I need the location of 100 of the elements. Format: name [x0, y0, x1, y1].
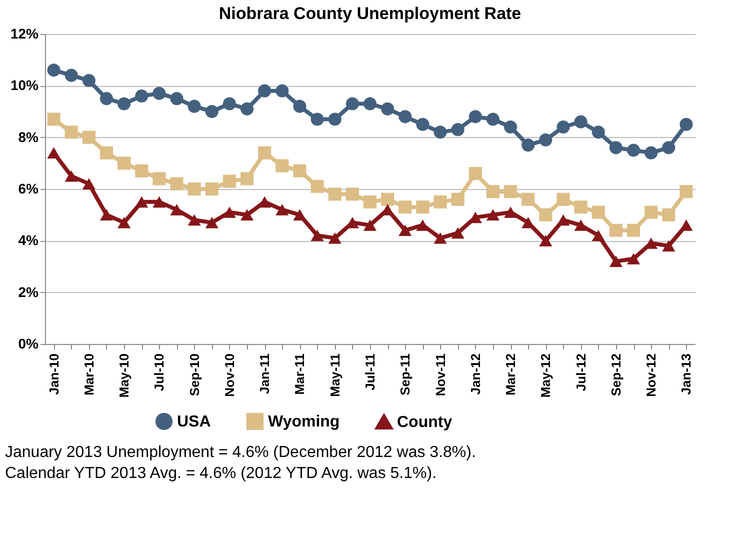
- point: [240, 172, 254, 186]
- point: [170, 204, 184, 216]
- point: [609, 256, 622, 267]
- chart-title: Niobrara County Unemployment Rate: [218, 4, 522, 23]
- point: [240, 209, 254, 220]
- point: [363, 195, 377, 208]
- point: [644, 206, 658, 219]
- point: [258, 146, 272, 160]
- x-tick-label: May-10: [116, 354, 132, 398]
- point: [152, 172, 166, 186]
- point: [205, 216, 218, 228]
- point: [100, 209, 114, 220]
- point: [592, 126, 605, 139]
- point: [310, 112, 324, 126]
- point: [188, 100, 201, 113]
- y-tick-label: 2%: [18, 284, 40, 300]
- x-tick-label: Mar-11: [292, 354, 308, 395]
- y-tick-label: 8%: [18, 128, 40, 145]
- point: [416, 200, 430, 214]
- point: [468, 166, 482, 180]
- point: [276, 204, 289, 216]
- point: [152, 196, 166, 208]
- point: [188, 182, 201, 196]
- x-tick-label: Nov-12: [644, 354, 659, 397]
- point: [609, 141, 622, 154]
- text: January 2013 Unemployment = 4.6% (December 2012 was 3.8%).: [5, 444, 476, 461]
- text: Calendar YTD 2013 Avg. = 4.6% (2012 YTD Avg. was 5.1%).: [5, 465, 437, 482]
- point: [100, 92, 114, 106]
- point: [574, 115, 588, 128]
- x-tick-label: Jan-11: [257, 354, 272, 394]
- x-tick-label: May-12: [538, 354, 554, 398]
- y-tick-label: 12%: [10, 26, 40, 42]
- point: [416, 118, 430, 131]
- point: [118, 97, 131, 110]
- point: [680, 185, 693, 198]
- point: [293, 164, 306, 178]
- y-tick-label: 0%: [18, 336, 40, 352]
- point: [468, 110, 482, 124]
- point: [504, 185, 518, 198]
- x-tick-label: Sep-11: [398, 354, 413, 396]
- point: [539, 235, 552, 246]
- y-tick-label: 4%: [18, 232, 40, 248]
- point: [328, 188, 342, 201]
- point: [556, 192, 570, 206]
- point: [64, 126, 78, 139]
- x-tick-label: Mar-10: [81, 354, 96, 396]
- point: [152, 86, 166, 100]
- point: [504, 120, 518, 134]
- point: [381, 102, 394, 116]
- point: [363, 97, 377, 110]
- point: [522, 138, 535, 152]
- point: [522, 192, 535, 206]
- point: [64, 68, 78, 82]
- point: [486, 209, 500, 220]
- x-tick-label: Jan-12: [468, 354, 483, 395]
- x-tick-label: Mar-12: [503, 354, 518, 396]
- point: [328, 112, 342, 126]
- point: [222, 206, 236, 218]
- point: [451, 227, 464, 239]
- point: [398, 200, 412, 214]
- point: [574, 200, 588, 214]
- point: [258, 196, 272, 208]
- point: [205, 182, 218, 196]
- point: [680, 118, 693, 131]
- point: [170, 92, 184, 106]
- x-tick-label: Jan-10: [46, 354, 62, 395]
- point: [626, 253, 640, 264]
- point: [504, 206, 518, 218]
- point: [609, 224, 622, 237]
- point: [539, 208, 552, 222]
- point: [222, 97, 236, 110]
- x-tick-label: Jul-10: [152, 354, 167, 392]
- point: [556, 214, 570, 226]
- point: [188, 214, 201, 226]
- point: [416, 220, 430, 231]
- point: [170, 177, 184, 190]
- point: [486, 112, 500, 126]
- point: [205, 104, 218, 118]
- point: [328, 232, 342, 244]
- x-tick-label: Nov-11: [432, 354, 448, 396]
- point: [451, 192, 464, 206]
- point: [82, 130, 96, 144]
- point: [47, 64, 60, 77]
- x-tick-label: Jul-12: [573, 354, 588, 392]
- point: [434, 126, 447, 139]
- point: [434, 195, 447, 208]
- point: [381, 192, 394, 206]
- point: [398, 110, 412, 124]
- point: [118, 156, 131, 170]
- point: [100, 146, 114, 160]
- point: [276, 159, 289, 172]
- point: [47, 147, 60, 158]
- point: [592, 206, 605, 219]
- point: [662, 141, 676, 154]
- legend-label: Wyoming: [268, 413, 340, 430]
- x-tick-label: Jan-13: [678, 354, 694, 395]
- point: [64, 170, 78, 182]
- point: [82, 178, 96, 190]
- x-tick-label: Sep-10: [186, 354, 202, 396]
- point: [293, 100, 306, 113]
